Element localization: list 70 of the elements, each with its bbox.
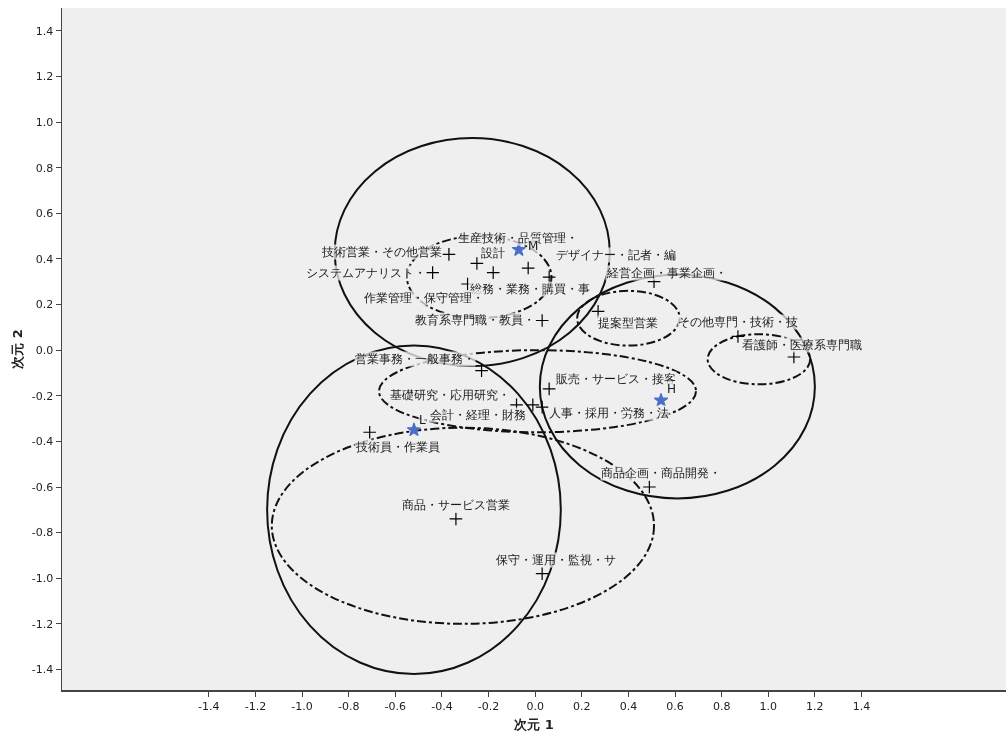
y-axis-title: 次元 2: [10, 329, 26, 369]
point: [642, 480, 657, 494]
data-label: H: [667, 382, 677, 396]
x-tick-label: 0.8: [712, 699, 731, 713]
point: [449, 512, 463, 526]
x-tick-label: -0.8: [337, 699, 360, 713]
data-label: 提案型営業: [598, 316, 658, 330]
point: [653, 392, 669, 407]
x-tick-label: 0.4: [619, 699, 638, 713]
x-tick-label: 1.2: [806, 699, 824, 713]
y-tick-label: 1.0: [35, 115, 54, 129]
data-label: 技術営業・その他営業: [321, 245, 442, 259]
x-tick-label: 1.4: [852, 699, 871, 713]
y-tick-label: 1.2: [35, 70, 54, 84]
point: [442, 247, 456, 262]
y-tick-label: -0.6: [31, 480, 54, 494]
data-label: 保守・運用・監視・サ: [496, 553, 616, 567]
data-label: 販売・サービス・接客: [556, 372, 676, 386]
y-tick-label: 0.4: [35, 252, 54, 266]
point: [474, 363, 489, 378]
y-tick-label: -1.2: [31, 617, 54, 631]
x-tick-label: -0.6: [384, 699, 407, 713]
x-tick-label: -0.4: [431, 699, 453, 713]
data-label: 基礎研究・応用研究・: [390, 388, 510, 402]
point: [362, 425, 377, 440]
y-tick-label: -0.2: [31, 389, 54, 403]
data-label: 看護師・医療系専門職: [742, 338, 862, 352]
y-tick-label: -0.4: [31, 435, 54, 449]
x-tick-label: 0.6: [666, 699, 684, 713]
data-label: 会計・経理・財務: [430, 408, 526, 422]
data-label: 営業事務・一般事務・: [355, 352, 475, 366]
y-tick-label: 0.2: [35, 298, 54, 312]
y-tick-label: 1.4: [35, 24, 54, 38]
data-label: その他専門・技術・技: [678, 315, 798, 329]
point: [521, 261, 536, 275]
data-label: 経営企画・事業企画・: [606, 266, 727, 280]
data-label: 商品企画・商品開発・: [601, 466, 721, 480]
point: [486, 265, 501, 280]
x-tick-label: -1.4: [198, 699, 220, 713]
x-tick-label: 1.0: [759, 699, 777, 713]
x-tick-label: -1.2: [244, 699, 267, 713]
x-tick-label: 0.0: [526, 699, 544, 713]
x-tick-label: 0.2: [573, 699, 591, 713]
y-tick-label: -1.4: [31, 663, 54, 677]
point: [786, 350, 801, 364]
y-tick-label: -0.8: [31, 526, 54, 540]
data-label: 教育系専門職・教員・: [415, 313, 535, 327]
x-axis-title: 次元 1: [514, 717, 554, 733]
point: [535, 313, 550, 328]
data-label: 作業管理・保守管理・: [363, 291, 484, 305]
data-label: デザイナー・記者・編: [556, 248, 676, 262]
point: [535, 566, 550, 581]
y-tick-label: 0.6: [35, 207, 54, 221]
point: [525, 397, 540, 412]
point: [542, 382, 557, 396]
data-label: 商品・サービス営業: [402, 498, 510, 512]
y-tick-label: 0.8: [35, 161, 54, 175]
data-label: システムアナリスト・: [306, 266, 426, 280]
x-tick-label: -1.0: [291, 699, 313, 713]
data-label: L: [419, 413, 426, 427]
point: [535, 400, 550, 415]
x-tick-label: -0.2: [477, 699, 500, 713]
y-tick-label: 0.0: [35, 343, 54, 357]
data-label: 技術員・作業員: [355, 440, 440, 454]
data-label: 設計: [481, 246, 505, 260]
point: [406, 422, 422, 437]
point: [591, 304, 605, 319]
data-label: 人事・採用・労務・法: [549, 406, 669, 420]
point: [425, 265, 440, 280]
y-tick-label: -1.0: [31, 572, 54, 586]
